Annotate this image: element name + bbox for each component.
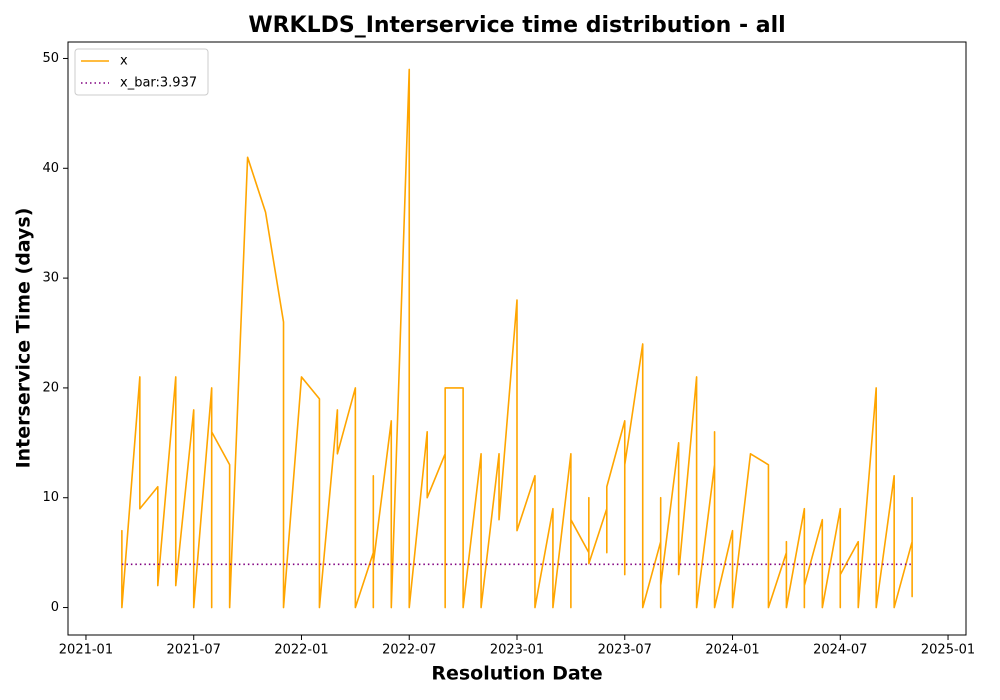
y-tick-label: 0 (51, 600, 59, 615)
y-tick-label: 20 (42, 380, 59, 395)
chart-title: WRKLDS_Interservice time distribution - … (248, 13, 785, 38)
legend-label: x_bar:3.937 (120, 76, 197, 91)
x-tick-label: 2022-01 (274, 643, 328, 658)
x-tick-label: 2021-01 (59, 643, 113, 658)
y-tick-label: 50 (42, 51, 59, 66)
x-tick-label: 2023-07 (598, 643, 652, 658)
series-line (121, 68, 913, 609)
y-tick-label: 40 (42, 161, 59, 176)
x-axis-label: Resolution Date (431, 663, 602, 685)
x-tick-label: 2024-01 (705, 643, 759, 658)
legend-label: x (120, 54, 128, 69)
x-tick-label: 2021-07 (167, 643, 221, 658)
y-axis-label: Interservice Time (days) (13, 208, 35, 469)
x-tick-label: 2022-07 (382, 643, 436, 658)
plot-frame (67, 41, 967, 636)
y-tick-label: 30 (42, 271, 59, 286)
y-tick-label: 10 (42, 490, 59, 505)
x-tick-label: 2023-01 (490, 643, 544, 658)
x-tick-label: 2025-01 (921, 643, 975, 658)
x-tick-label: 2024-07 (813, 643, 867, 658)
